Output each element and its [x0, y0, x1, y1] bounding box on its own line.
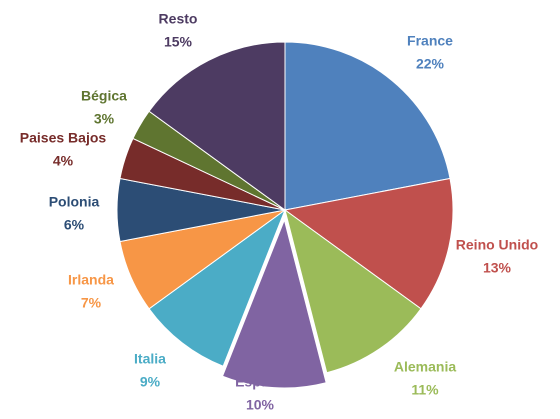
slice-label: Espana: [235, 374, 285, 390]
slice-value-label: 10%: [246, 397, 275, 413]
slice-value-label: 6%: [64, 217, 85, 233]
slice-label: Alemania: [394, 359, 456, 375]
pie-slice: [148, 208, 287, 367]
slice-label: Resto: [159, 11, 198, 27]
pie-slice: [284, 208, 422, 374]
slice-label: Polonia: [49, 194, 100, 210]
pie-slice: [283, 177, 454, 310]
slice-value-label: 9%: [140, 374, 161, 390]
slice-value-label: 3%: [94, 111, 115, 127]
slice-label: Irlanda: [68, 272, 114, 288]
slice-label: Bégica: [81, 88, 127, 104]
slice-value-label: 4%: [53, 153, 74, 169]
slice-value-label: 11%: [411, 382, 439, 398]
pie-slice: [221, 218, 327, 389]
pie-slice: [284, 41, 451, 211]
slice-label: Italia: [134, 351, 166, 367]
slice-value-label: 13%: [483, 260, 512, 276]
slice-label: Reino Unido: [456, 237, 538, 253]
slice-label: France: [407, 33, 453, 49]
pie-slice: [148, 41, 286, 211]
slice-value-label: 7%: [81, 295, 102, 311]
slice-value-label: 22%: [416, 56, 445, 72]
slice-label: Paises Bajos: [20, 130, 107, 146]
slice-value-label: 15%: [164, 34, 193, 50]
